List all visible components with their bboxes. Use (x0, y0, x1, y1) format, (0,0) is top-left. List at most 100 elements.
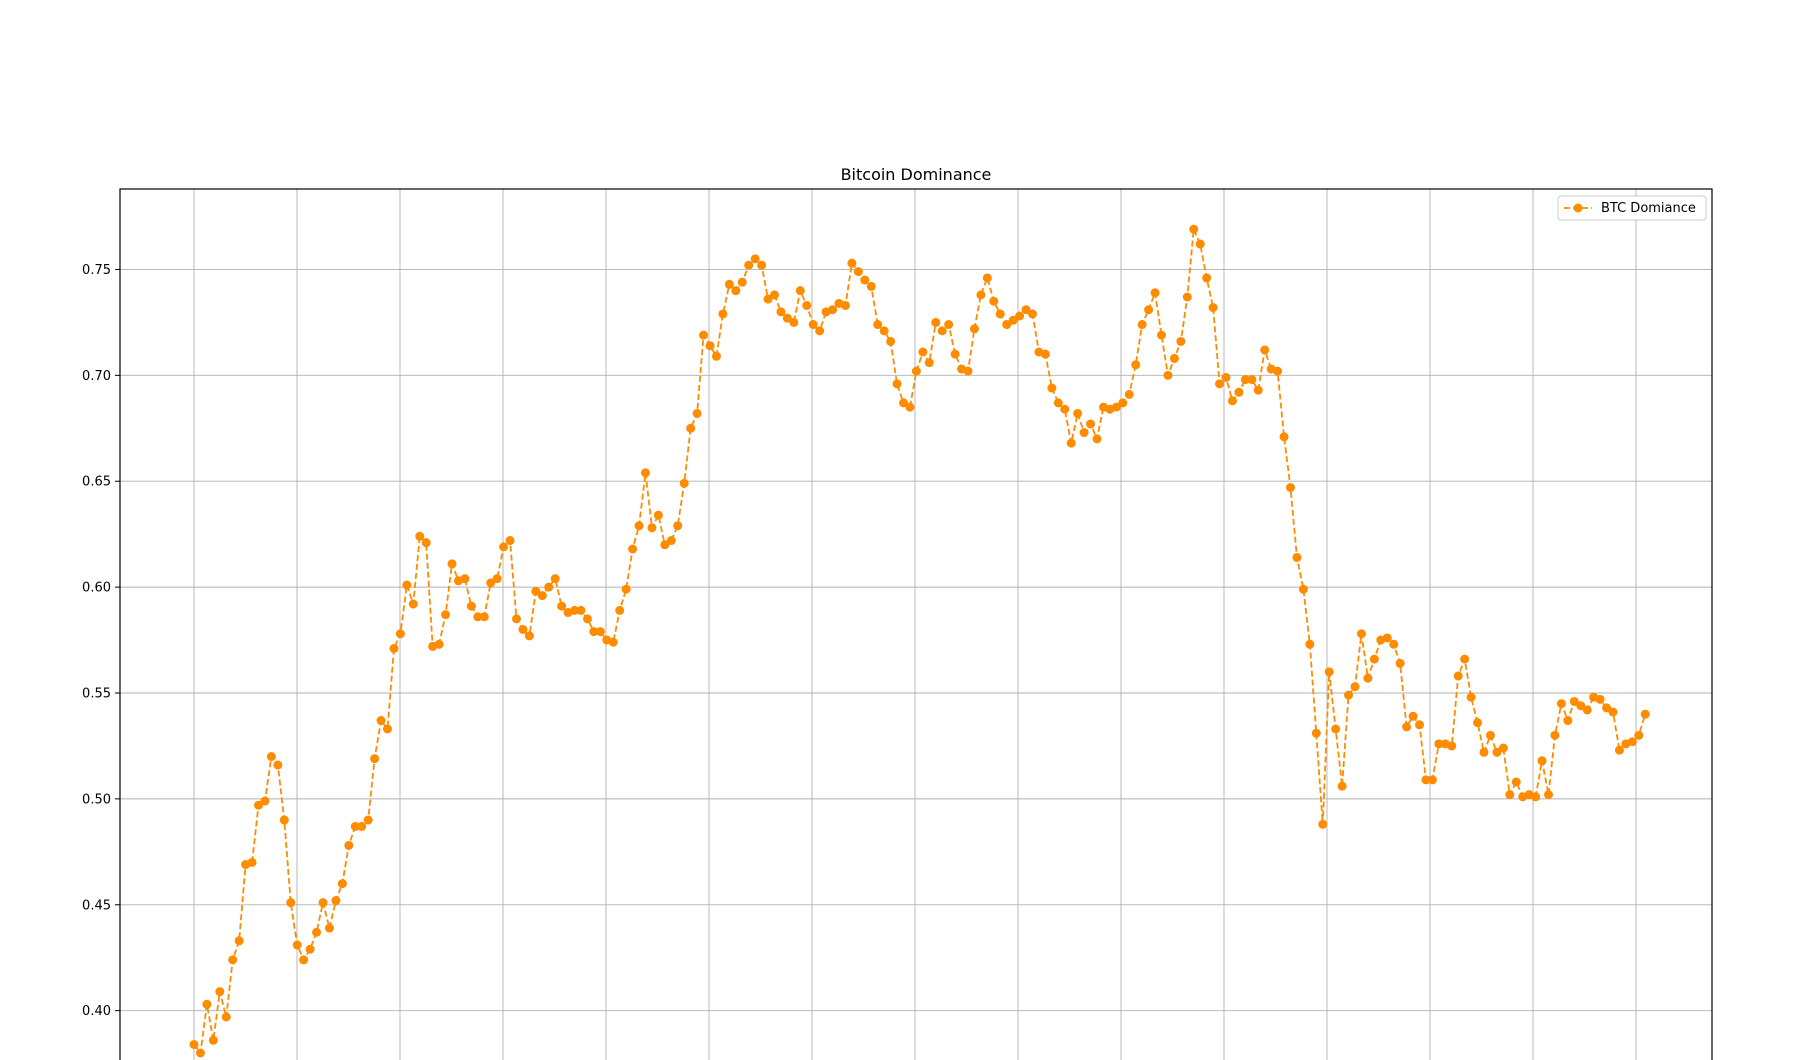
data-point (1415, 720, 1424, 730)
data-point (1215, 379, 1225, 389)
btc-dominance-markers (189, 224, 1650, 1058)
data-point (840, 300, 850, 310)
data-point (686, 423, 696, 433)
data-point (1292, 552, 1302, 562)
data-point (1273, 366, 1283, 376)
data-point (1466, 692, 1476, 702)
data-point (628, 544, 638, 554)
data-point (1260, 345, 1270, 355)
data-point (1111, 402, 1121, 412)
y-tick-label: 0.40 (82, 1004, 111, 1019)
legend-box (1557, 195, 1707, 221)
data-point (208, 1035, 218, 1045)
data-point (924, 358, 934, 368)
data-point (802, 300, 812, 310)
data-point (492, 574, 502, 584)
data-point (1550, 730, 1560, 740)
data-point (550, 574, 560, 584)
data-point (828, 305, 838, 315)
data-point (537, 591, 547, 601)
data-point (1221, 372, 1231, 382)
data-point (1092, 434, 1102, 444)
data-point (273, 760, 283, 770)
data-point (1634, 730, 1644, 740)
data-point (1331, 724, 1341, 734)
data-point (969, 324, 979, 334)
vertical-grid-lines (193, 189, 1637, 1060)
data-point (518, 624, 528, 634)
y-tick-label: 0.60 (82, 581, 111, 596)
data-point (473, 612, 483, 622)
data-point (1395, 658, 1405, 668)
data-point (847, 258, 857, 268)
data-point (692, 408, 702, 418)
data-point (1485, 730, 1495, 740)
data-point (757, 260, 767, 270)
data-point (886, 336, 896, 346)
data-point (879, 326, 889, 336)
data-point (447, 559, 457, 569)
data-point (254, 800, 263, 810)
data-point (989, 296, 999, 306)
data-point (260, 796, 270, 806)
data-point (1344, 690, 1354, 700)
data-point (1066, 438, 1076, 448)
data-point (331, 896, 341, 906)
data-point (1602, 703, 1612, 713)
data-point (389, 644, 399, 654)
data-point (570, 605, 580, 615)
data-point (808, 320, 818, 330)
data-point (524, 631, 534, 641)
data-point (544, 582, 554, 592)
data-point (705, 341, 715, 351)
data-point (357, 821, 367, 831)
data-point (1028, 309, 1037, 319)
data-point (408, 599, 418, 609)
data-point (899, 398, 908, 408)
data-point (312, 927, 322, 937)
data-point (1157, 330, 1166, 340)
data-point (615, 605, 625, 615)
data-point (1240, 375, 1250, 385)
data-point (1131, 360, 1141, 370)
y-tick-label: 0.65 (82, 475, 111, 490)
data-point (1021, 305, 1031, 315)
data-point (344, 840, 354, 850)
data-point (1195, 239, 1205, 249)
data-point (1563, 716, 1573, 726)
data-point (931, 317, 941, 327)
data-point (1169, 353, 1179, 363)
data-point (1247, 375, 1257, 385)
data-point (1595, 694, 1605, 704)
data-point (1505, 790, 1515, 800)
y-tick-label: 0.50 (82, 792, 111, 807)
data-point (595, 627, 605, 637)
data-point (1544, 790, 1553, 800)
data-point (1460, 654, 1470, 664)
data-point (318, 898, 328, 908)
data-point (634, 521, 644, 531)
data-point (1311, 728, 1321, 738)
y-axis-ticks: 0.40 0.45 0.50 0.55 0.60 0.65 0.70 0.75 (82, 263, 120, 1019)
data-point (763, 294, 773, 304)
data-point (1537, 756, 1547, 766)
data-point (486, 578, 496, 588)
data-point (1318, 819, 1328, 829)
data-point (737, 277, 747, 287)
data-point (370, 754, 380, 764)
data-point (892, 379, 902, 389)
data-point (789, 317, 799, 327)
data-point (1569, 696, 1579, 706)
chart-title: Bitcoin Dominance (841, 165, 992, 184)
data-point (1608, 707, 1618, 717)
data-point (1350, 682, 1360, 692)
data-point (718, 309, 728, 319)
data-point (1363, 673, 1373, 683)
data-point (918, 347, 928, 357)
data-point (1144, 305, 1154, 315)
data-point (1324, 667, 1334, 677)
data-point (963, 366, 973, 376)
data-point (976, 290, 986, 300)
data-point (905, 402, 915, 412)
data-point (466, 601, 476, 611)
